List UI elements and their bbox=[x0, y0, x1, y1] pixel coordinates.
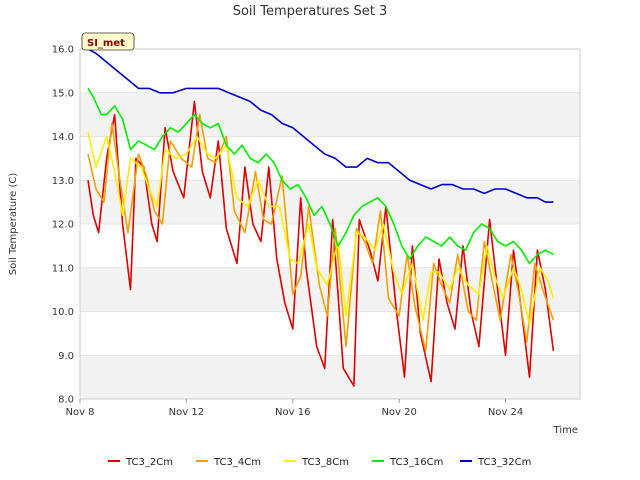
y-tick-label: 12.0 bbox=[52, 220, 74, 231]
series-lines bbox=[87, 48, 555, 387]
legend: TC3_2Cm TC3_4Cm TC3_8Cm TC3_16Cm TC3_32Cm bbox=[108, 457, 531, 468]
series-line-tc3-2cm bbox=[87, 100, 555, 387]
y-tick-label: 11.0 bbox=[52, 263, 74, 274]
y-ticks: 8.0 9.0 10.0 11.0 12.0 13.0 14.0 15.0 16.0 bbox=[52, 45, 74, 406]
plot-band bbox=[80, 311, 580, 356]
legend-label: TC3_16Cm bbox=[389, 457, 443, 468]
y-tick-label: 14.0 bbox=[52, 132, 74, 143]
legend-label: TC3_32Cm bbox=[477, 457, 531, 468]
y-tick-label: 9.0 bbox=[58, 351, 74, 362]
badge-label: SI_met bbox=[87, 38, 125, 49]
y-tick-label: 13.0 bbox=[52, 176, 74, 187]
plot-band bbox=[80, 136, 580, 181]
legend-label: TC3_2Cm bbox=[125, 457, 173, 468]
x-tick-label: Nov 16 bbox=[275, 407, 310, 418]
legend-label: TC3_4Cm bbox=[213, 457, 261, 468]
x-tick-label: Nov 8 bbox=[65, 407, 94, 418]
plot-band bbox=[80, 355, 580, 399]
y-tick-label: 16.0 bbox=[52, 45, 74, 56]
plot-band bbox=[80, 92, 580, 137]
badge-box bbox=[81, 32, 135, 51]
series-line-tc3-32cm bbox=[87, 48, 554, 203]
y-tick-label: 8.0 bbox=[58, 395, 74, 406]
y-axis-label: Soil Temperature (C) bbox=[8, 173, 19, 276]
y-tick-label: 15.0 bbox=[52, 88, 74, 99]
series-line-tc3-4cm bbox=[87, 113, 555, 352]
chart-title: Soil Temperatures Set 3 bbox=[233, 4, 388, 19]
badge: SI_met bbox=[81, 32, 135, 51]
y-tick-label: 10.0 bbox=[52, 307, 74, 318]
legend-label: TC3_8Cm bbox=[301, 457, 349, 468]
x-axis-label: Time bbox=[553, 425, 578, 436]
x-tick-label: Nov 20 bbox=[381, 407, 416, 418]
plot-band bbox=[80, 49, 580, 93]
x-ticks: Nov 8 Nov 12 Nov 16 Nov 20 Nov 24 bbox=[65, 399, 523, 418]
series-line-tc3-16cm bbox=[87, 87, 554, 265]
x-tick-label: Nov 12 bbox=[169, 407, 204, 418]
x-tick-label: Nov 24 bbox=[488, 407, 523, 418]
plot-frame bbox=[79, 48, 581, 400]
series-line-tc3-8cm bbox=[87, 131, 555, 326]
